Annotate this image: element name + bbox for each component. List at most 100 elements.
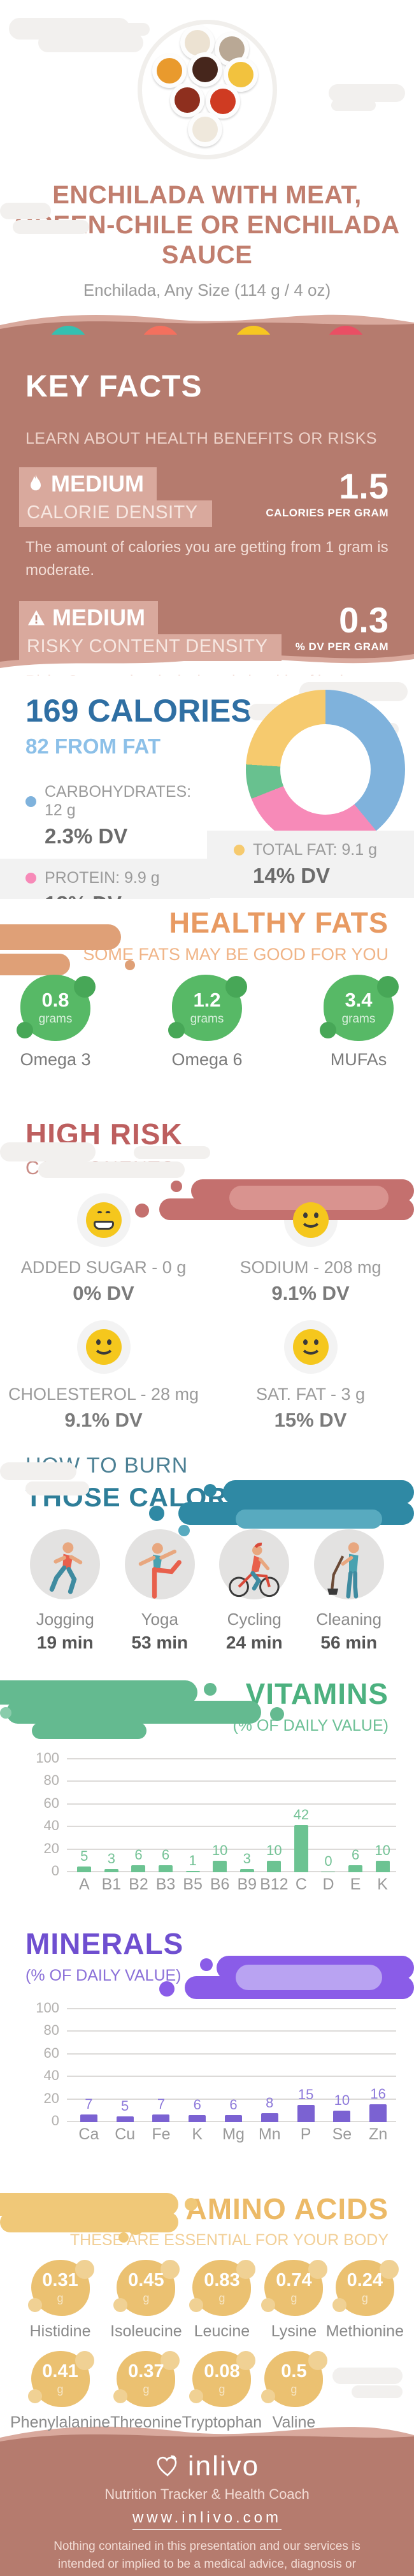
x-category-label: E — [350, 1875, 361, 1893]
badge-name: CALORIE DENSITY — [19, 500, 212, 527]
activities-row: Jogging 19 min Yoga 53 min Cycling 24 mi… — [0, 1529, 414, 1653]
risk-grid: ADDED SUGAR - 0 g 0% DV SODIUM - 208 mg … — [0, 1193, 414, 1432]
decorative-capsule — [38, 33, 143, 52]
y-tick-label: 40 — [43, 1817, 59, 1834]
bar-K: 10 K — [369, 1759, 396, 1893]
x-category-label: B1 — [101, 1875, 122, 1893]
decorative-capsule — [92, 23, 150, 36]
bar-rect — [294, 1824, 308, 1872]
gridline-100: 100 — [36, 2000, 396, 2016]
bar-rect — [77, 1867, 92, 1872]
gold-blob: 0.08 g — [189, 2351, 256, 2407]
gold-blob: 0.5 g — [261, 2351, 328, 2407]
gold-blob: 0.74 g — [261, 2260, 328, 2316]
calories-from-fat: 82 FROM FAT — [25, 734, 161, 758]
x-category-label: P — [300, 2125, 311, 2143]
amino-methionine: 0.24 g Methionine — [326, 2260, 404, 2341]
x-category-label: Mn — [258, 2125, 281, 2143]
plot-area: 0 20 40 60 80 100 5 A 3 B1 6 B2 6 B3 1 B5 10 B6 3 B9 10 B12 42… — [36, 1750, 396, 1893]
decorative-blob-orange — [0, 954, 70, 975]
y-tick-label: 20 — [43, 1840, 59, 1856]
gridline-80: 80 — [44, 1772, 396, 1788]
bar-rect — [80, 2114, 97, 2122]
x-category-label: C — [295, 1875, 307, 1893]
bar-value: 42 — [293, 1806, 310, 1823]
x-category-label: B2 — [129, 1875, 148, 1893]
gridline-100: 100 — [36, 1750, 396, 1766]
green-blob: 0.8 grams — [17, 975, 96, 1041]
minerals-title: MINERALS — [25, 1927, 184, 1960]
bar-rect — [185, 1871, 200, 1872]
decorative-blob-red — [135, 1179, 414, 1221]
fat-bullet — [234, 845, 245, 855]
x-category-label: K — [377, 1875, 388, 1893]
amino-valine: 0.5 g Valine — [261, 2351, 328, 2432]
key-facts-section: KEY FACTS LEARN ABOUT HEALTH BENEFITS OR… — [0, 335, 414, 870]
bar-rect — [369, 2104, 387, 2122]
fact-badge: MEDIUM RISKY CONTENT DENSITY — [19, 600, 282, 661]
fact-value: 1.5 CALORIES PER GRAM — [266, 465, 389, 519]
smile-emoji-icon — [76, 1320, 131, 1374]
fact-calorie-density: MEDIUM CALORIE DENSITY 1.5 CALORIES PER … — [19, 465, 389, 582]
gridline-80: 80 — [44, 2022, 396, 2038]
page-title: ENCHILADA WITH MEAT, GREEN-CHILE OR ENCH… — [6, 180, 408, 271]
bars: 5 A 3 B1 6 B2 6 B3 1 B5 10 B6 3 B9 10 B12 42 C 0 D 6 E 10 K — [71, 1759, 396, 1893]
healthy-fats-title: HEALTHY FATS — [169, 906, 389, 939]
header-section: ENCHILADA WITH MEAT, GREEN-CHILE OR ENCH… — [0, 0, 414, 412]
amino-acids-section: AMINO ACIDS THESE ARE ESSENTIAL FOR YOUR… — [0, 2175, 414, 2431]
title-line2: GREEN-CHILE OR ENCHILADA SAUCE — [14, 211, 400, 270]
bar-Zn: 16 Zn — [360, 2009, 396, 2143]
amino-threonine: 0.37 g Threonine — [110, 2351, 182, 2432]
bar-rect — [152, 2114, 170, 2122]
bar-value: 7 — [85, 2095, 93, 2112]
bar-value: 10 — [375, 1842, 390, 1859]
vitamins-section: VITAMINS (% OF DAILY VALUE) 0 20 40 60 80 100… — [0, 1657, 414, 1900]
bars: 7 Ca 5 Cu 7 Fe 6 K 6 Mg 8 Mn 15 P 10 Se 16 Zn — [71, 2009, 396, 2143]
y-tick-label: 60 — [43, 2044, 59, 2061]
decorative-capsule — [0, 1462, 76, 1480]
decorative-dot — [125, 960, 135, 970]
green-blob: 1.2 grams — [168, 975, 247, 1041]
healthy-fats-subtitle: SOME FATS MAY BE GOOD FOR YOU — [83, 945, 389, 964]
bar-Fe: 7 Fe — [143, 2009, 180, 2143]
title-line1: ENCHILADA WITH MEAT, — [52, 181, 362, 209]
decorative-capsule — [134, 1146, 210, 1159]
bar-value: 6 — [161, 1847, 170, 1863]
amino-tryptophan: 0.08 g Tryptophan — [182, 2351, 262, 2432]
amino-lysine: 0.74 g Lysine — [261, 2260, 328, 2341]
x-category-label: B5 — [183, 1875, 203, 1893]
bar-P: 15 P — [288, 2009, 324, 2143]
legend-carbohydrates: CARBOHYDRATES: 12 g 2.3% DV — [0, 773, 210, 859]
x-category-label: B12 — [260, 1875, 289, 1893]
fat-omega3: 0.8 grams Omega 3 — [8, 975, 103, 1070]
risk-added-sugar: ADDED SUGAR - 0 g 0% DV — [0, 1193, 207, 1305]
bar-value: 0 — [324, 1852, 332, 1869]
amino-leucine: 0.83 g Leucine — [182, 2260, 262, 2341]
badge-name: RISKY CONTENT DENSITY — [19, 634, 282, 661]
fat-omega6: 1.2 grams Omega 6 — [159, 975, 255, 1070]
calorie-donut-chart — [246, 690, 405, 849]
gridline-20: 20 — [44, 1840, 396, 1856]
gridline-40: 40 — [44, 1817, 396, 1833]
flame-icon — [31, 474, 41, 490]
activity-jogging: Jogging 19 min — [24, 1529, 106, 1653]
bar-B2: 6 B2 — [125, 1759, 152, 1893]
cycling-icon — [219, 1529, 290, 1599]
bar-value: 3 — [107, 1850, 115, 1867]
bar-value: 15 — [297, 2086, 314, 2103]
bar-value: 10 — [334, 2092, 350, 2109]
website-link[interactable]: www.inlivo.com — [132, 2509, 282, 2530]
inlivo-heart-logo-icon — [157, 2455, 177, 2477]
y-tick-label: 40 — [43, 2067, 59, 2084]
grin-emoji-icon — [76, 1193, 131, 1247]
x-category-label: D — [322, 1875, 334, 1893]
gold-blob: 0.45 g — [113, 2260, 180, 2316]
x-category-label: B3 — [155, 1875, 176, 1893]
activity-yoga: Yoga 53 min — [118, 1529, 201, 1653]
bar-rect — [267, 1861, 282, 1872]
decorative-capsule — [38, 1161, 185, 1178]
minerals-bar-chart: 0 20 40 60 80 100 7 Ca 5 Cu 7 Fe 6 K 6 Mg 8 Mn 15 P 10 Se 16 Zn — [36, 2000, 396, 2143]
activity-cycling: Cycling 24 min — [213, 1529, 296, 1653]
bar-rect — [239, 1868, 254, 1872]
